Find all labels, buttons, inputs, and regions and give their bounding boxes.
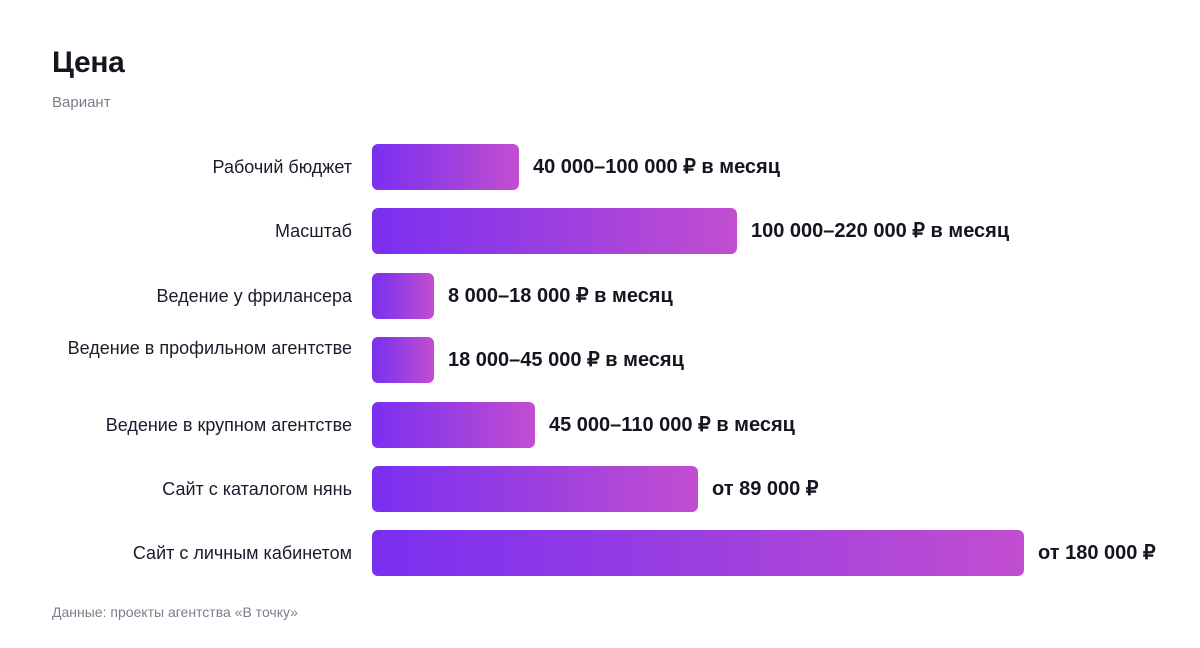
- bar: [372, 272, 434, 319]
- page-title: Цена: [52, 46, 125, 79]
- page-subtitle: Вариант: [52, 94, 111, 111]
- bar: [372, 208, 737, 255]
- category-label: Сайт с личным кабинетом: [132, 543, 352, 564]
- value-label: 100 000–220 000 ₽ в месяц: [751, 220, 1010, 243]
- value-label: 40 000–100 000 ₽ в месяц: [533, 156, 781, 178]
- value-label: 18 000–45 000 ₽ в месяц: [448, 349, 684, 372]
- value-label: 45 000–110 000 ₽ в месяц: [549, 413, 795, 436]
- bar: [372, 144, 519, 190]
- category-label: Рабочий бюджет: [212, 157, 352, 177]
- bar: [372, 401, 535, 448]
- source-note: Данные: проекты агентства «В точку»: [52, 604, 298, 620]
- category-label: Ведение в крупном агентстве: [105, 414, 352, 435]
- bar: [372, 530, 1024, 577]
- bar: [372, 466, 698, 512]
- category-label: Ведение в профильном агентстве: [67, 338, 352, 359]
- bar: [372, 337, 434, 384]
- value-label: от 180 000 ₽: [1038, 542, 1156, 565]
- category-label: Масштаб: [274, 221, 352, 242]
- value-label: от 89 000 ₽: [712, 478, 819, 500]
- category-label: Ведение у фрилансера: [156, 285, 352, 306]
- value-label: 8 000–18 000 ₽ в месяц: [448, 284, 673, 307]
- category-label: Сайт с каталогом нянь: [162, 479, 352, 499]
